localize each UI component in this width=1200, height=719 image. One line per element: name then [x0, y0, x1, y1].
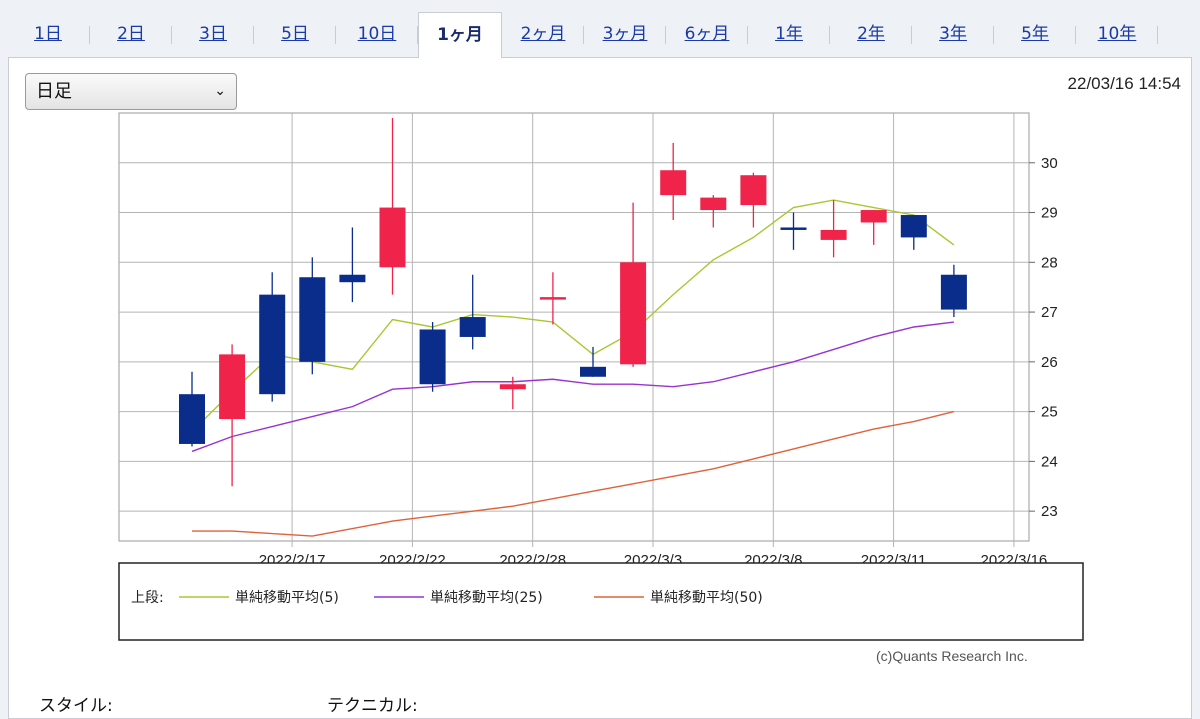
- chevron-down-icon: ⌄: [214, 83, 226, 99]
- tab-9[interactable]: 6ヶ月: [666, 12, 748, 56]
- tab-5[interactable]: 10日: [336, 12, 418, 56]
- candle-body: [940, 274, 967, 310]
- y-tick-label: 30: [1041, 155, 1058, 172]
- candle-body: [419, 329, 446, 385]
- legend-label: 単純移動平均(25): [430, 590, 543, 606]
- chart-panel: 日足 ⌄ 22/03/16 14:54 23 24 25 26 27 28 29 30 2022…: [8, 57, 1192, 719]
- sma50-line: [192, 410, 955, 537]
- tab-12[interactable]: 3年: [912, 12, 994, 56]
- candle-body: [179, 394, 205, 444]
- y-tick-label: 28: [1041, 254, 1058, 271]
- y-tick-label: 24: [1041, 453, 1058, 470]
- tab-13[interactable]: 5年: [994, 12, 1076, 56]
- candle-body: [580, 366, 606, 377]
- sma5-line: [191, 199, 955, 433]
- candle-body: [459, 317, 486, 337]
- period-select[interactable]: 日足 ⌄: [25, 73, 237, 110]
- plot-area: [118, 112, 1030, 542]
- tab-6[interactable]: 1ヶ月: [418, 12, 502, 58]
- candle-body: [660, 170, 687, 196]
- tab-2[interactable]: 2日: [90, 12, 172, 56]
- tab-4[interactable]: 5日: [254, 12, 336, 56]
- candle-body: [299, 277, 326, 362]
- timestamp: 22/03/16 14:54: [1067, 74, 1181, 93]
- copyright-credit: (c)Quants Research Inc.: [876, 648, 1028, 664]
- candle-body: [740, 175, 767, 206]
- technical-label: テクニカル:: [327, 696, 418, 716]
- candle-body: [379, 207, 406, 268]
- legend-label: 単純移動平均(50): [650, 590, 763, 606]
- candle-body: [219, 354, 246, 420]
- tab-7[interactable]: 2ヶ月: [502, 12, 584, 56]
- style-label: スタイル:: [39, 696, 113, 716]
- candle-body: [339, 274, 366, 283]
- legend-box: [118, 562, 1084, 641]
- candle-body: [700, 197, 727, 211]
- tab-8[interactable]: 3ヶ月: [584, 12, 666, 56]
- stock-chart-widget: 1日 2日 3日 5日 10日 1ヶ月 2ヶ月 3ヶ月 6ヶ月 1年 2年 3年 5年 10年 日足 ⌄ …: [6, 0, 1194, 719]
- candle-body: [620, 262, 647, 365]
- period-tabs: 1日 2日 3日 5日 10日 1ヶ月 2ヶ月 3ヶ月 6ヶ月 1年 2年 3年 5年 10年: [6, 12, 1194, 58]
- candle-body: [259, 294, 286, 395]
- legend-label: 単純移動平均(5): [235, 590, 339, 606]
- candle-body: [539, 297, 566, 300]
- tab-1[interactable]: 1日: [6, 12, 90, 56]
- y-tick-label: 23: [1041, 503, 1058, 520]
- candle-body: [820, 229, 847, 240]
- tab-10[interactable]: 1年: [748, 12, 830, 56]
- y-tick-label: 26: [1041, 354, 1058, 371]
- y-tick-label: 27: [1041, 304, 1058, 321]
- candle-body: [900, 215, 927, 238]
- tab-14[interactable]: 10年: [1076, 12, 1158, 56]
- tab-3[interactable]: 3日: [172, 12, 254, 56]
- candle-body: [780, 227, 807, 230]
- legend-prefix: 上段:: [131, 590, 164, 606]
- sma25-line: [191, 321, 954, 453]
- candle-body: [860, 210, 887, 223]
- y-tick-label: 25: [1041, 404, 1058, 421]
- tab-11[interactable]: 2年: [830, 12, 912, 56]
- period-select-value: 日足: [36, 81, 72, 102]
- candle-body: [499, 384, 526, 390]
- y-tick-label: 29: [1041, 205, 1058, 222]
